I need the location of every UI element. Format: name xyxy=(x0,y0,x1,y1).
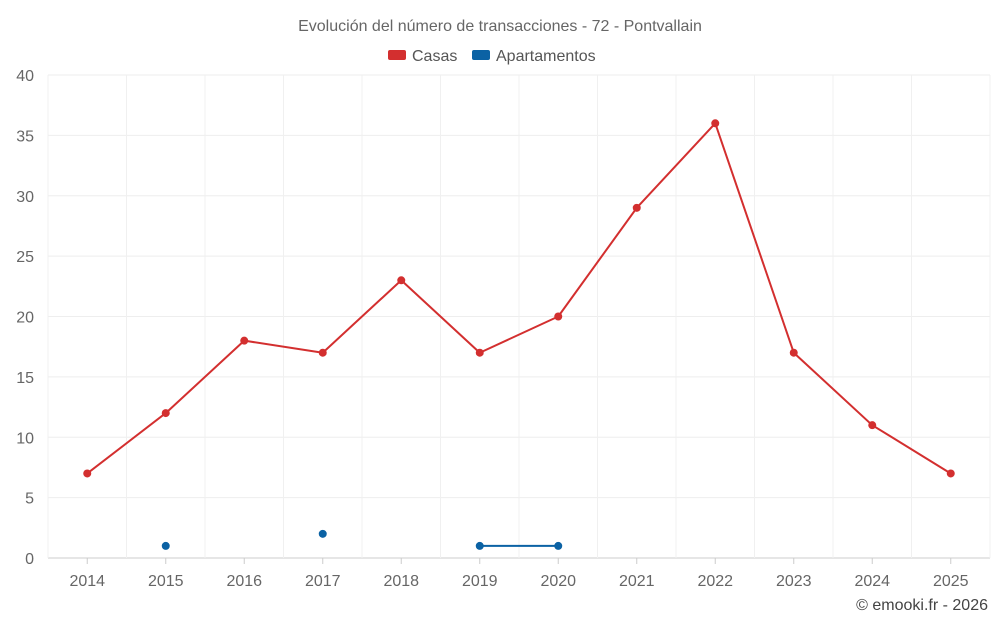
series-line-segment-casas xyxy=(557,206,638,318)
x-tick-label: 2023 xyxy=(776,573,812,590)
data-point-casas[interactable] xyxy=(711,119,720,128)
legend-swatch-casas xyxy=(388,50,406,60)
y-tick-label: 40 xyxy=(16,68,34,85)
x-tick-label: 2015 xyxy=(148,573,184,590)
series-line-segment-casas xyxy=(635,122,717,209)
data-point-casas[interactable] xyxy=(475,348,484,357)
x-tick-label: 2021 xyxy=(619,573,655,590)
legend: Casas Apartamentos xyxy=(388,48,596,65)
chart-title: Evolución del número de transacciones - … xyxy=(298,18,702,35)
series-apartamentos xyxy=(161,529,563,550)
y-tick-label: 5 xyxy=(25,491,34,508)
y-tick-label: 15 xyxy=(16,370,34,387)
x-tick-label: 2014 xyxy=(69,573,105,590)
series-line-segment-casas xyxy=(871,424,952,475)
x-tick-label: 2020 xyxy=(540,573,576,590)
x-tick-label: 2019 xyxy=(462,573,498,590)
data-point-apartamentos[interactable] xyxy=(318,529,327,538)
series-line-segment-casas xyxy=(164,339,246,415)
series-line-segment-casas xyxy=(243,339,324,354)
series-line-segment-casas xyxy=(714,122,795,354)
series-line-segment-casas xyxy=(86,412,167,475)
x-tick-label: 2017 xyxy=(305,573,341,590)
legend-swatch-apartamentos xyxy=(472,50,490,60)
series-layer xyxy=(83,119,955,550)
series-line-segment-casas xyxy=(792,351,874,427)
y-tick-label: 25 xyxy=(16,249,34,266)
series-line-segment-casas xyxy=(478,315,560,354)
data-point-casas[interactable] xyxy=(946,469,955,478)
legend-item-casas[interactable]: Casas xyxy=(388,48,457,65)
y-tick-label: 10 xyxy=(16,430,34,447)
y-tick-label: 0 xyxy=(25,551,34,568)
legend-item-apartamentos[interactable]: Apartamentos xyxy=(472,48,596,65)
data-point-casas[interactable] xyxy=(318,348,327,357)
y-tick-label: 20 xyxy=(16,310,34,327)
series-line-segment-casas xyxy=(321,279,403,354)
data-point-casas[interactable] xyxy=(632,203,641,212)
data-point-casas[interactable] xyxy=(397,276,406,285)
y-tick-label: 35 xyxy=(16,128,34,145)
x-tick-label: 2025 xyxy=(933,573,969,590)
series-casas xyxy=(83,119,955,478)
y-axis: 0 5 10 15 20 25 30 35 40 xyxy=(16,68,34,568)
x-tick-label: 2016 xyxy=(226,573,262,590)
data-point-casas[interactable] xyxy=(161,409,170,418)
y-tick-label: 30 xyxy=(16,189,34,206)
footer-credit: © emooki.fr - 2026 xyxy=(856,597,988,614)
x-tick-label: 2022 xyxy=(697,573,733,590)
data-point-casas[interactable] xyxy=(554,312,563,321)
x-tick-label: 2018 xyxy=(383,573,419,590)
data-point-apartamentos[interactable] xyxy=(554,541,563,550)
data-point-apartamentos[interactable] xyxy=(161,541,170,550)
data-point-casas[interactable] xyxy=(240,336,249,345)
data-point-casas[interactable] xyxy=(83,469,92,478)
series-line-segment-casas xyxy=(400,279,481,354)
data-point-apartamentos[interactable] xyxy=(475,541,484,550)
legend-label-casas: Casas xyxy=(412,48,457,65)
legend-label-apartamentos: Apartamentos xyxy=(496,48,596,65)
x-tick-label: 2024 xyxy=(854,573,890,590)
data-point-casas[interactable] xyxy=(868,421,877,430)
gridlines xyxy=(47,74,991,559)
data-point-casas[interactable] xyxy=(789,348,798,357)
x-axis: 2014 2015 2016 2017 2018 2019 2020 2021 2022 2023… xyxy=(69,558,969,590)
